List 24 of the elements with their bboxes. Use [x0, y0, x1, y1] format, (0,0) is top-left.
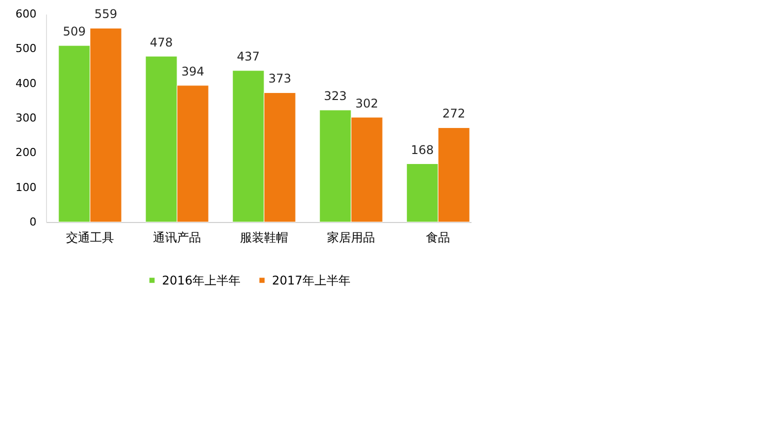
x-tick-label: 交通工具 — [66, 230, 114, 244]
y-tick-label: 500 — [16, 42, 36, 56]
data-label: 168 — [410, 142, 434, 157]
y-tick-label: 200 — [16, 146, 36, 160]
data-label: 478 — [150, 35, 173, 50]
y-tick-label: 400 — [16, 76, 36, 90]
y-tick-label: 0 — [30, 216, 36, 228]
y-tick-label: 600 — [16, 8, 36, 20]
data-label: 373 — [268, 72, 292, 86]
x-tick-label: 家居用品 — [327, 230, 376, 244]
data-label: 302 — [355, 96, 378, 110]
y-tick-label: 100 — [16, 180, 36, 194]
x-tick-label: 食品 — [426, 230, 450, 244]
data-label: 559 — [94, 7, 118, 22]
data-label: 323 — [324, 89, 347, 104]
x-tick-label: 通讯产品 — [153, 230, 202, 244]
legend-label: 2016年上半年 — [162, 273, 241, 288]
data-label: 394 — [181, 64, 204, 78]
x-tick-label: 服装鞋帽 — [240, 230, 288, 244]
data-label: 437 — [236, 50, 260, 64]
data-label: 509 — [62, 24, 86, 39]
legend-label: 2017年上半年 — [272, 273, 351, 288]
y-tick-label: 300 — [16, 112, 36, 124]
data-label: 272 — [442, 106, 466, 121]
